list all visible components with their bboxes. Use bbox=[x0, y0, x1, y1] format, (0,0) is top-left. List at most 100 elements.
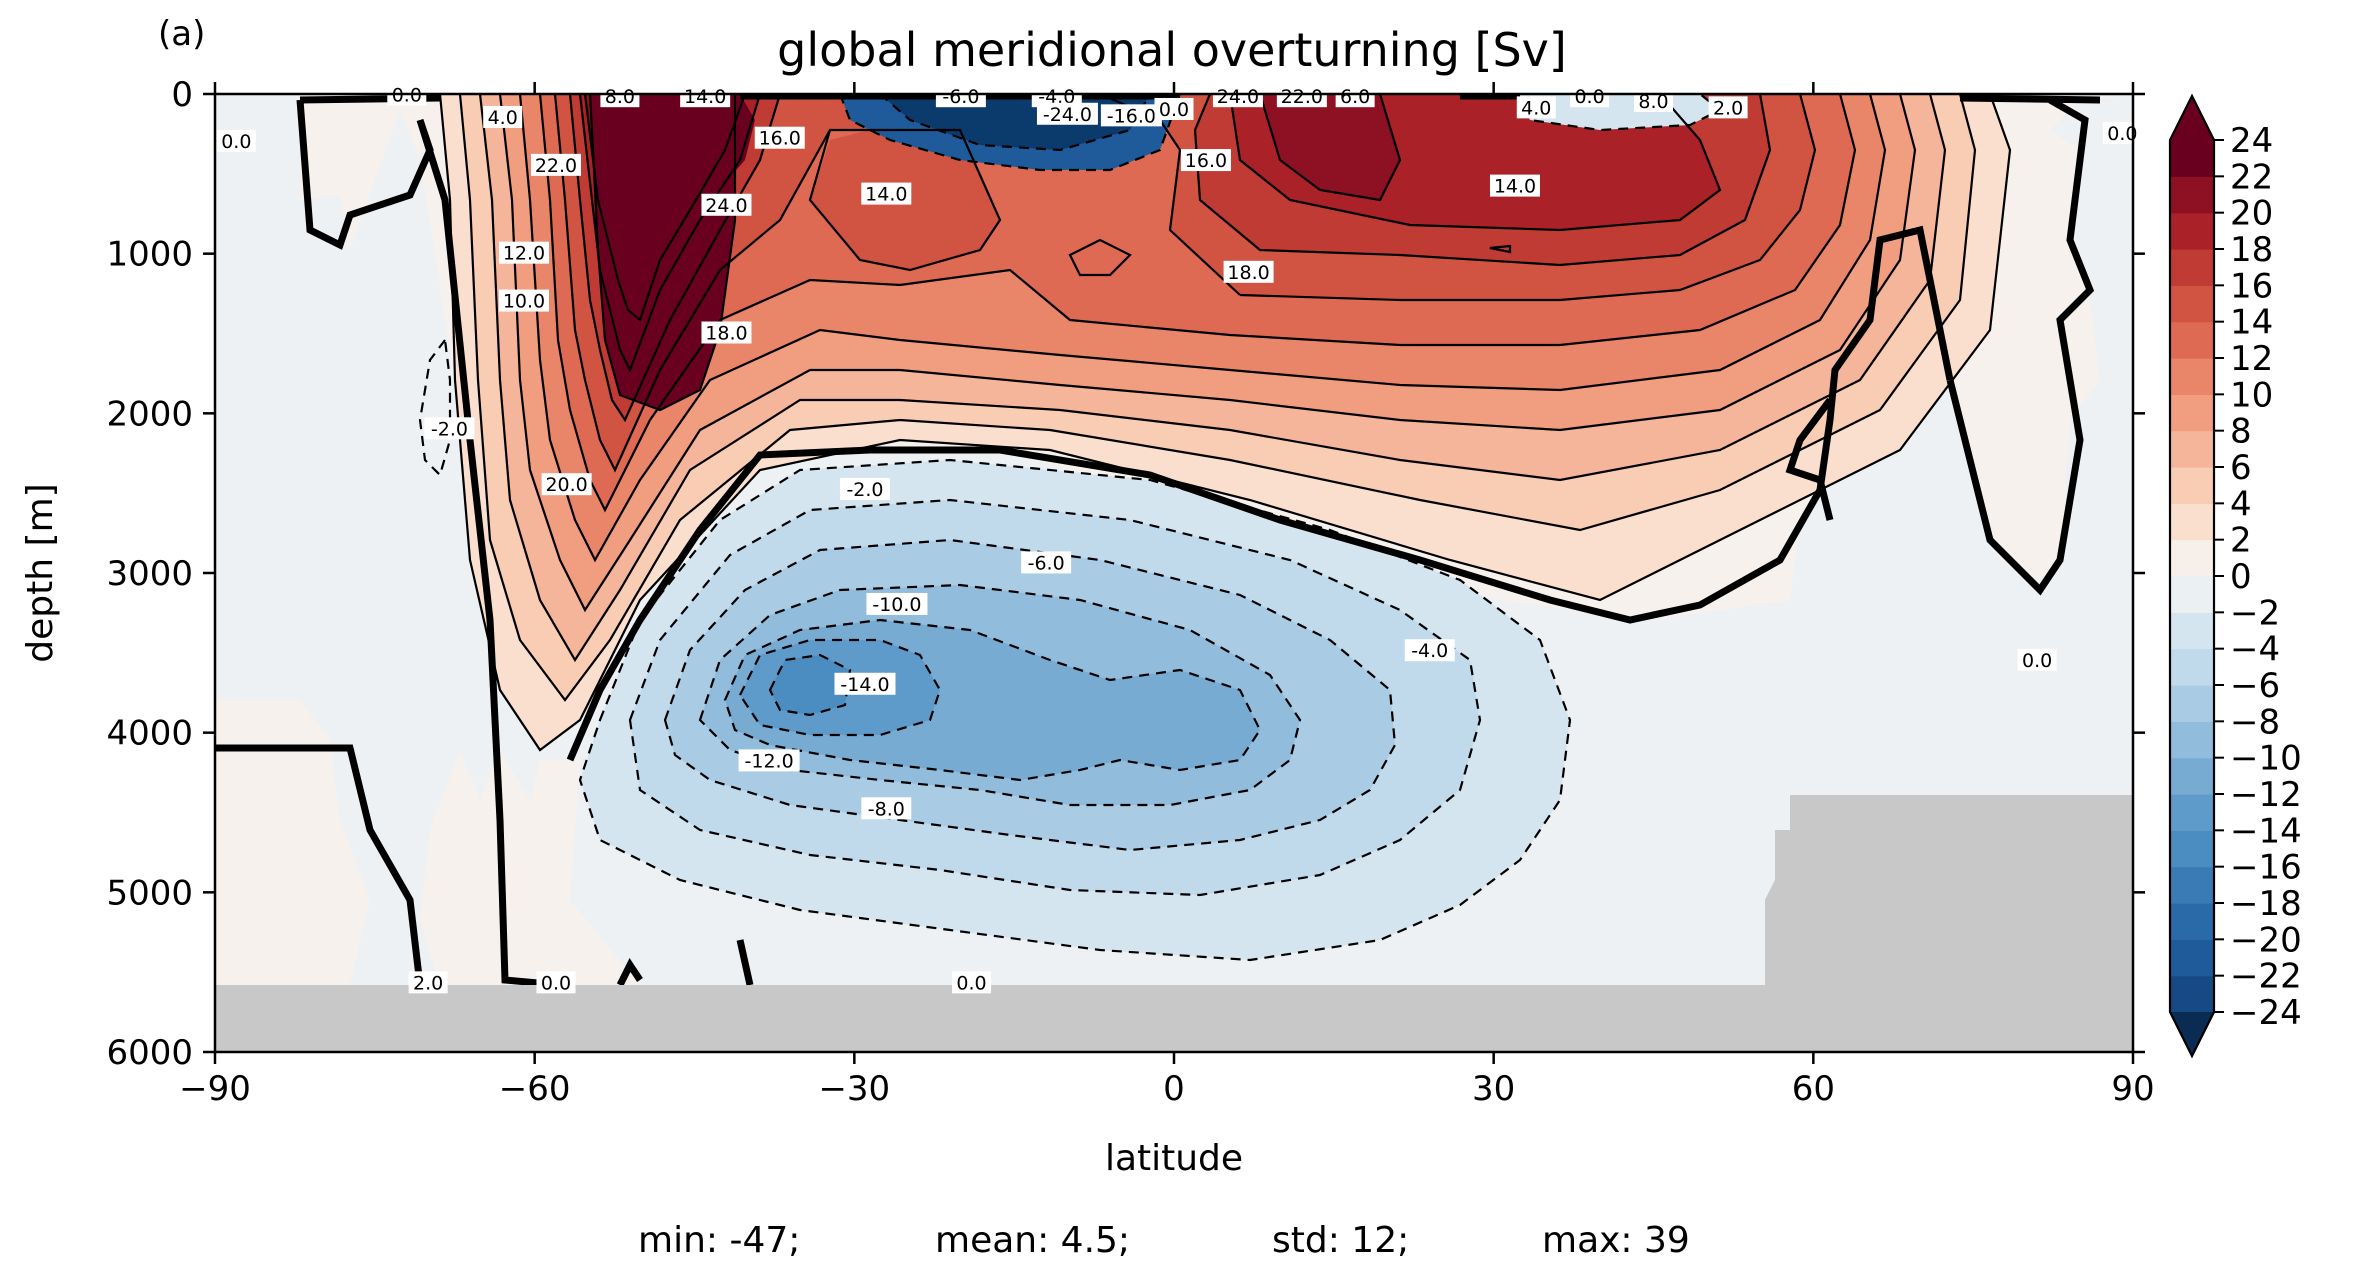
contour-label-bg bbox=[701, 321, 752, 344]
colorbar-tick-label: −6 bbox=[2230, 666, 2280, 706]
contour-label-text: 18.0 bbox=[1227, 262, 1269, 284]
colorbar-segment bbox=[2170, 794, 2214, 831]
contour-label-bg bbox=[2017, 648, 2057, 671]
colorbar-segment bbox=[2170, 866, 2214, 904]
contour-label-bg bbox=[952, 971, 992, 994]
x-tick-label: 30 bbox=[1472, 1069, 1515, 1109]
contour-label-text: 0.0 bbox=[1574, 86, 1604, 108]
colorbar-segment bbox=[2170, 394, 2214, 432]
contour-label: 22.0 bbox=[530, 153, 581, 177]
colorbar-tick-label: 22 bbox=[2230, 157, 2273, 197]
contour-label: -4.0 bbox=[1404, 639, 1455, 662]
contour-label-text: -24.0 bbox=[1043, 104, 1092, 126]
contour-label-bg bbox=[1404, 639, 1455, 662]
contour-field bbox=[215, 94, 2133, 1052]
contour-label-text: 0.0 bbox=[1159, 99, 1189, 121]
contour-label-text: 10.0 bbox=[503, 291, 545, 313]
contour-label: 2.0 bbox=[408, 971, 448, 994]
y-tick-label: 3000 bbox=[106, 554, 193, 594]
contour-label: -14.0 bbox=[834, 672, 896, 696]
land-mask-ridge bbox=[1765, 795, 1815, 985]
colorbar-tick-label: 0 bbox=[2230, 557, 2252, 597]
colorbar-tick-label: 24 bbox=[2230, 121, 2273, 161]
x-tick-label: −90 bbox=[179, 1069, 251, 1109]
colorbar-segment bbox=[2170, 539, 2214, 577]
contour-label: 8.0 bbox=[600, 85, 640, 108]
colorbar-tick-label: 18 bbox=[2230, 230, 2273, 270]
contour-label-text: 4.0 bbox=[1521, 97, 1551, 119]
contour-label-bg bbox=[600, 85, 640, 108]
contour-label-text: -2.0 bbox=[846, 479, 883, 501]
x-tick-label: −60 bbox=[499, 1069, 571, 1109]
contour-label-text: 16.0 bbox=[1185, 150, 1227, 172]
contour-label-bg bbox=[1489, 174, 1540, 197]
colorbar-segment bbox=[2170, 576, 2214, 613]
contour-label-bg bbox=[1021, 551, 1072, 574]
colorbar-segment bbox=[2170, 975, 2214, 1013]
contour-label-text: 16.0 bbox=[759, 128, 801, 150]
zero-contour-deep-boundary bbox=[566, 225, 1954, 762]
colorbar-tick-label: −16 bbox=[2230, 848, 2302, 888]
colorbar-tick-label: −8 bbox=[2230, 702, 2280, 742]
contour-label-text: -10.0 bbox=[872, 594, 921, 616]
x-tick-label: −30 bbox=[818, 1069, 890, 1109]
contour-label: 24.0 bbox=[701, 193, 752, 217]
contour-label: 6.0 bbox=[1335, 85, 1375, 108]
contour-label-text: 0.0 bbox=[392, 85, 422, 107]
y-tick-label: 6000 bbox=[106, 1033, 193, 1073]
contour-label-text: 18.0 bbox=[705, 323, 747, 345]
contour-labels: 0.0 0.0 4.0 22.0 12.0 10.0 8.0 14.0 16.0 24.0 18.0… bbox=[216, 83, 2142, 994]
colorbar-segment bbox=[2170, 285, 2214, 323]
panel-label: (a) bbox=[158, 14, 205, 54]
contour-label: 0.0 bbox=[216, 129, 256, 153]
contour-label: 16.0 bbox=[754, 126, 805, 150]
colorbar-segment bbox=[2170, 430, 2214, 468]
contour-label-bg bbox=[408, 971, 448, 994]
colorbar-segment bbox=[2170, 939, 2214, 977]
contour-label: 14.0 bbox=[680, 85, 731, 108]
contour-label-bg bbox=[680, 85, 731, 108]
colorbar-segment bbox=[2170, 612, 2214, 650]
contour-label-text: 24.0 bbox=[1217, 86, 1259, 108]
contour-label-bg bbox=[1570, 85, 1610, 108]
contour-label-text: -8.0 bbox=[868, 798, 905, 820]
colorbar-tick-label: 4 bbox=[2230, 484, 2252, 524]
contour-label: 0.0 bbox=[2017, 648, 2057, 672]
colorbar-tick-label: 12 bbox=[2230, 339, 2273, 379]
contour-label-bg bbox=[866, 592, 928, 615]
colorbar-tick-label: −20 bbox=[2230, 920, 2302, 960]
contour-label-text: 2.0 bbox=[1713, 97, 1743, 119]
contour-label-bg bbox=[1100, 104, 1162, 127]
colorbar-tick-label: 10 bbox=[2230, 375, 2273, 415]
contour-label-bg bbox=[499, 241, 550, 264]
contour-label: -12.0 bbox=[738, 749, 800, 772]
contour-label-bg bbox=[1212, 85, 1263, 108]
contour-label: -8.0 bbox=[861, 797, 912, 820]
contour-label-text: 8.0 bbox=[605, 86, 635, 108]
colorbar-segment bbox=[2170, 176, 2214, 214]
band-pos-18 bbox=[580, 94, 1720, 370]
contour-label-bg bbox=[701, 193, 752, 216]
contour-label: -16.0 bbox=[1100, 104, 1162, 127]
contour-label-text: 20.0 bbox=[545, 474, 587, 496]
band-neg-14 bbox=[770, 655, 850, 715]
colorbar-tick-label: −22 bbox=[2230, 957, 2302, 997]
y-axis: 0 1000 2000 3000 4000 5000 6000 bbox=[106, 75, 2145, 1073]
contour-label-text: 22.0 bbox=[535, 155, 577, 177]
contour-label: 0.0 bbox=[536, 971, 576, 994]
colorbar-segment bbox=[2170, 212, 2214, 250]
x-tick-label: 60 bbox=[1792, 1069, 1835, 1109]
contour-label: 14.0 bbox=[1489, 174, 1540, 198]
contour-label: 8.0 bbox=[1634, 89, 1673, 113]
contour-label-text: 14.0 bbox=[1494, 176, 1536, 198]
colorbar-tick-label: 16 bbox=[2230, 266, 2273, 306]
contour-label-bg bbox=[834, 672, 896, 695]
x-axis-label: latitude bbox=[1105, 1138, 1243, 1179]
stat-max: max: 39 bbox=[1542, 1220, 1690, 1261]
stat-mean: mean: 4.5; bbox=[935, 1220, 1130, 1261]
contour-label-bg bbox=[483, 105, 523, 128]
contour-label: 0.0 bbox=[952, 971, 992, 994]
colorbar-tick-label: −18 bbox=[2230, 884, 2302, 924]
